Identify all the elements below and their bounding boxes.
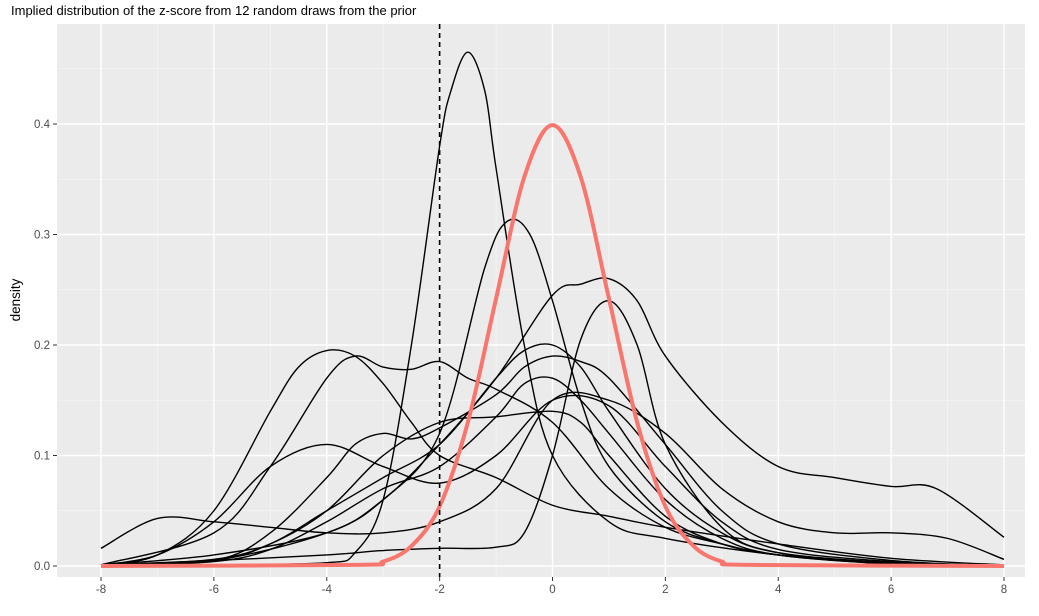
density-curve-10 bbox=[100, 355, 1005, 567]
chart-title: Implied distribution of the z-score from… bbox=[11, 3, 417, 18]
x-tick-label: 6 bbox=[888, 584, 894, 596]
grid-major bbox=[57, 24, 1025, 577]
y-tick-label: 0.0 bbox=[34, 561, 50, 573]
y-tick-label: 0.3 bbox=[34, 230, 50, 242]
x-axis: -8 -6 -4 -2 0 2 4 6 8 bbox=[96, 577, 1007, 596]
density-curve-9 bbox=[100, 343, 1005, 567]
y-tick-label: 0.4 bbox=[34, 119, 51, 131]
grid-minor bbox=[57, 24, 1025, 577]
density-curve-8 bbox=[100, 391, 1005, 561]
density-curve-4 bbox=[100, 277, 1005, 566]
x-tick-label: -8 bbox=[96, 584, 106, 596]
y-axis-label: density bbox=[8, 278, 23, 321]
x-tick-label: 2 bbox=[662, 584, 668, 596]
x-tick-label: -4 bbox=[322, 584, 333, 596]
plot-panel bbox=[57, 24, 1025, 577]
density-curve-6 bbox=[100, 349, 1005, 566]
density-curve-5 bbox=[100, 394, 1005, 567]
reference-curve-layer bbox=[100, 123, 1005, 568]
x-tick-label: 4 bbox=[775, 584, 782, 596]
y-axis: 0.0 0.1 0.2 0.3 0.4 bbox=[34, 119, 57, 573]
x-tick-label: -6 bbox=[209, 584, 219, 596]
y-tick-label: 0.1 bbox=[34, 451, 50, 463]
x-tick-label: 0 bbox=[549, 584, 555, 596]
y-tick-label: 0.2 bbox=[34, 340, 50, 352]
x-tick-label: 8 bbox=[1001, 584, 1007, 596]
x-tick-label: -2 bbox=[435, 584, 445, 596]
reference-normal-curve bbox=[100, 123, 1005, 568]
series-layer bbox=[100, 51, 1005, 567]
density-curve-12 bbox=[100, 410, 1005, 567]
